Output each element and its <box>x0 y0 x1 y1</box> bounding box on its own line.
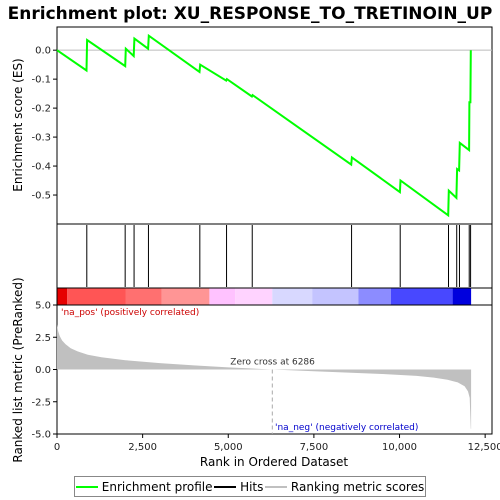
metric-y-axis-label: Ranked list metric (PreRanked) <box>11 277 25 462</box>
metric-y-tick-label: 2.5 <box>35 333 51 344</box>
rank-color-bar <box>56 287 493 306</box>
enrichment-profile-line <box>56 33 472 218</box>
x-tick-label: 5,000 <box>214 442 243 453</box>
color-bar-segment <box>390 288 453 305</box>
color-bar-segment <box>235 288 273 305</box>
es-y-tick-label: -0.5 <box>31 191 51 202</box>
metric-panel: 5.0 2.5 0.0 -2.5 -5.0 'na_pos' (positively c… <box>11 277 493 463</box>
color-bar-segment <box>57 288 68 305</box>
color-bar-segment <box>358 288 391 305</box>
color-bar-segment <box>452 288 472 305</box>
es-y-tick-label: 0.0 <box>35 46 51 57</box>
x-axis-label: Rank in Ordered Dataset <box>200 455 348 469</box>
na-neg-label: 'na_neg' (negatively correlated) <box>275 423 418 433</box>
legend-item-ranking-metric: Ranking metric scores <box>264 479 425 494</box>
legend-swatch-ranking-metric <box>264 485 287 488</box>
x-tick-label: 2,500 <box>128 442 157 453</box>
es-y-tick-label: -0.2 <box>31 104 51 115</box>
na-pos-label: 'na_pos' (positively correlated) <box>61 308 199 318</box>
es-y-tick-label: -0.1 <box>31 75 51 86</box>
legend-swatch-hits <box>214 485 237 488</box>
metric-y-tick-label: -5.0 <box>31 430 51 441</box>
hits-panel-frame <box>56 223 493 289</box>
es-panel: 0.0 -0.1 -0.2 -0.3 -0.4 -0.5 Enrichment score… <box>11 26 493 225</box>
color-bar-segment <box>125 288 162 305</box>
metric-y-tick-label: 5.0 <box>35 301 51 312</box>
chart-title: Enrichment plot: XU_RESPONSE_TO_TRETINOI… <box>8 4 493 24</box>
legend-label-hits: Hits <box>240 479 264 494</box>
legend-swatch-enrichment-profile <box>75 485 98 488</box>
legend-item-hits: Hits <box>214 480 263 494</box>
x-axis: 0 2,500 5,000 7,500 10,000 12,500 <box>54 434 500 453</box>
legend-item-enrichment-profile: Enrichment profile <box>75 479 213 494</box>
legend-label-enrichment-profile: Enrichment profile <box>101 479 213 494</box>
es-y-tick-label: -0.3 <box>31 133 51 144</box>
x-tick-label: 12,500 <box>468 442 500 453</box>
zero-cross-label: Zero cross at 6286 <box>230 358 315 368</box>
legend-label-ranking-metric: Ranking metric scores <box>290 479 425 494</box>
hits-panel <box>56 223 493 289</box>
metric-y-tick-label: -2.5 <box>31 397 51 408</box>
color-bar-segment <box>272 288 313 305</box>
x-tick-label: 10,000 <box>382 442 417 453</box>
es-panel-frame <box>56 26 493 225</box>
es-y-axis-label: Enrichment score (ES) <box>11 58 25 191</box>
metric-y-tick-label: 0.0 <box>35 365 51 376</box>
color-bar-segment <box>209 288 236 305</box>
color-bar-segment <box>161 288 210 305</box>
x-tick-label: 7,500 <box>300 442 329 453</box>
legend: Enrichment profile Hits Ranking metric s… <box>74 476 426 497</box>
x-tick-label: 0 <box>54 442 60 453</box>
es-y-tick-label: -0.4 <box>31 162 51 173</box>
color-bar-segment <box>67 288 126 305</box>
color-bar-segment <box>312 288 359 305</box>
